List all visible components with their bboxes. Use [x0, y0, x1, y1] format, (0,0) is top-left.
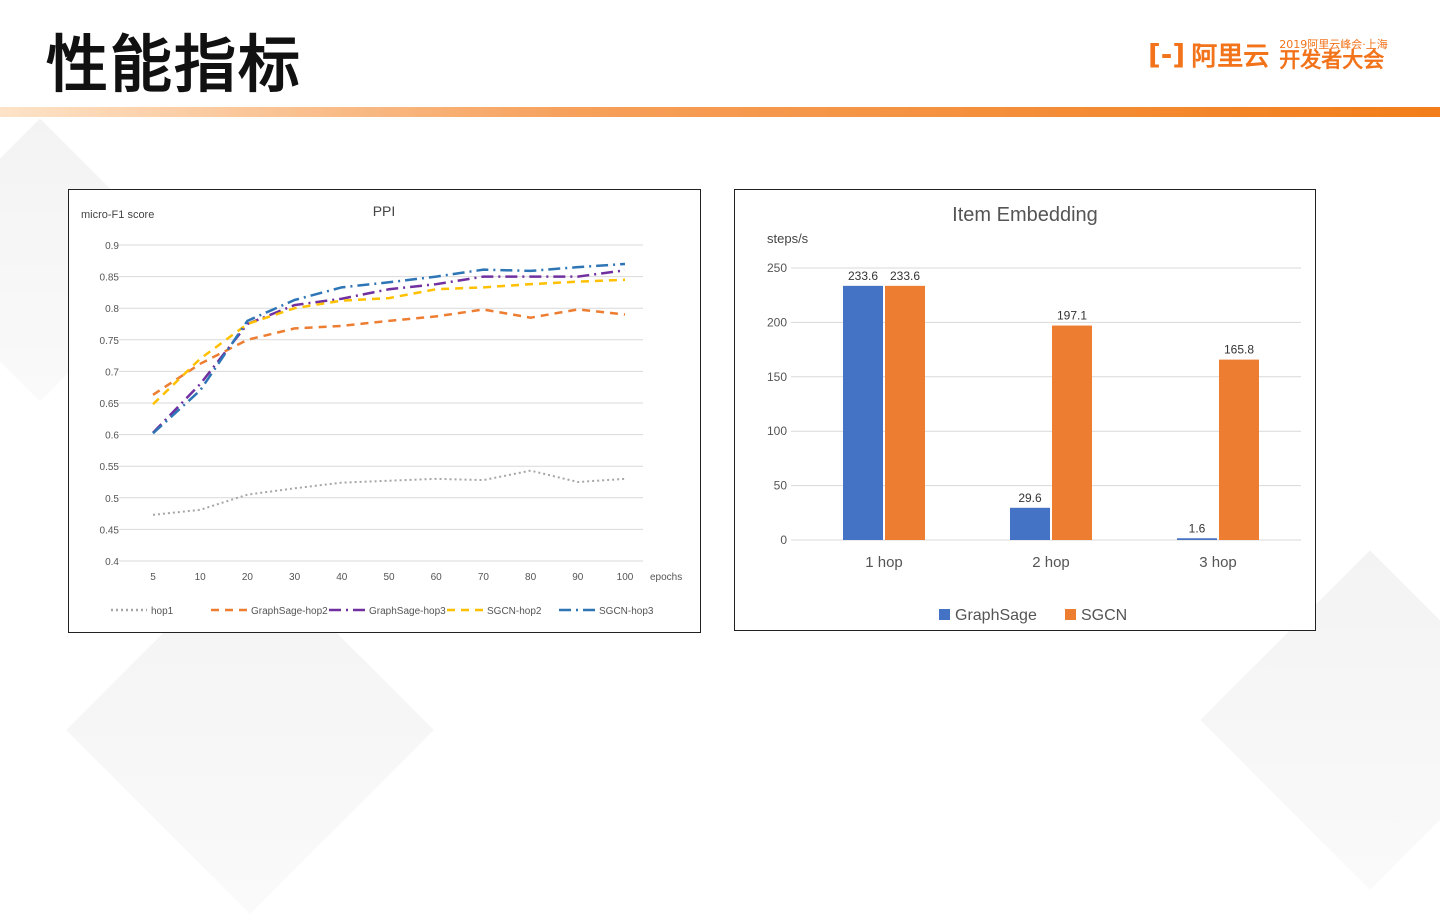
event-line2: 开发者大会: [1279, 47, 1385, 72]
y-tick-label: 250: [767, 261, 787, 275]
item-embedding-chart-svg: Item Embedding steps/s 250 200 150 100 50 0 1 ho…: [767, 204, 1301, 624]
y-tick-label: 0.75: [100, 336, 120, 347]
y-tick-label: 100: [767, 424, 787, 438]
bar-graphsage: [1010, 507, 1050, 540]
series-line-graphsage-hop2: [152, 308, 626, 396]
y-axis-label: micro-F1 score: [81, 209, 154, 221]
y-tick-label: 0.5: [105, 494, 119, 505]
x-tick-label: 5: [150, 572, 156, 583]
series-line-graphsage-hop3: [152, 269, 626, 434]
y-tick-label: 0.55: [100, 462, 120, 473]
slide-title: 性能指标: [46, 28, 303, 101]
legend-label: GraphSage-hop3: [369, 606, 446, 617]
series-line-sgcn-hop2: [152, 278, 626, 406]
chart-title: Item Embedding: [952, 204, 1098, 226]
y-tick-label: 0.9: [105, 241, 119, 252]
y-tick-label: 0.65: [100, 399, 120, 410]
bar-sgcn: [885, 285, 925, 540]
x-tick-label: 10: [195, 572, 207, 583]
y-tick-label: 0.6: [105, 431, 119, 442]
item-embedding-bar-chart: Item Embedding steps/s 250 200 150 100 50 0 1 ho…: [734, 189, 1316, 631]
bar-sgcn: [1052, 325, 1092, 540]
chart-title: PPI: [373, 203, 396, 219]
data-label: 233.6: [890, 269, 920, 283]
bar-graphsage: [1177, 538, 1217, 540]
legend-label: hop1: [151, 606, 174, 617]
x-tick-label: 70: [478, 572, 490, 583]
x-axis-label: epochs: [650, 572, 682, 583]
data-label: 29.6: [1018, 491, 1042, 505]
data-label: 1.6: [1189, 521, 1206, 535]
x-tick-label: 2 hop: [1032, 554, 1070, 571]
logo-name: 阿里云: [1191, 42, 1270, 72]
legend-swatch: [1065, 609, 1076, 620]
x-tick-label: 50: [383, 572, 395, 583]
y-tick-label: 0: [780, 533, 787, 547]
event-name: 2019阿里云峰会·上海 开发者大会: [1279, 39, 1388, 71]
y-tick-label: 0.4: [105, 557, 119, 568]
legend-label: SGCN-hop2: [487, 606, 542, 617]
data-label: 197.1: [1057, 309, 1087, 323]
y-tick-label: 150: [767, 370, 787, 384]
x-tick-label: 3 hop: [1199, 554, 1237, 571]
data-label: 233.6: [848, 269, 878, 283]
x-tick-label: 1 hop: [865, 554, 903, 571]
x-tick-label: 60: [431, 572, 443, 583]
legend-swatch: [939, 609, 950, 620]
alibaba-cloud-logo: [-] 阿里云 2019阿里云峰会·上海 开发者大会: [1148, 36, 1388, 73]
y-tick-label: 0.7: [105, 367, 119, 378]
y-tick-label: 0.45: [100, 525, 120, 536]
series-line-hop1: [152, 469, 626, 516]
x-tick-label: 100: [617, 572, 634, 583]
x-tick-label: 40: [336, 572, 348, 583]
series-line-sgcn-hop3: [152, 262, 626, 435]
legend-label: GraphSage: [955, 607, 1037, 624]
legend-label: GraphSage-hop2: [251, 606, 328, 617]
legend-label: SGCN-hop3: [599, 606, 654, 617]
bar-sgcn: [1219, 359, 1259, 540]
y-tick-label: 200: [767, 315, 787, 329]
y-axis-label: steps/s: [767, 231, 809, 246]
event-line1: 2019阿里云峰会·上海: [1279, 37, 1388, 51]
ppi-line-chart: PPI micro-F1 score 0.9 0.85 0.8 0.75 0.7 0.65 0.…: [68, 189, 701, 633]
data-label: 165.8: [1224, 343, 1254, 357]
y-tick-label: 50: [774, 479, 788, 493]
logo-mark: [-]: [1148, 38, 1186, 71]
x-tick-label: 20: [242, 572, 254, 583]
y-tick-label: 0.8: [105, 304, 119, 315]
bar-graphsage: [843, 285, 883, 540]
y-tick-label: 0.85: [100, 273, 120, 284]
legend-label: SGCN: [1081, 607, 1127, 624]
header-accent-bar: [0, 107, 1440, 117]
x-tick-label: 80: [525, 572, 537, 583]
x-tick-label: 90: [572, 572, 584, 583]
x-tick-label: 30: [289, 572, 301, 583]
